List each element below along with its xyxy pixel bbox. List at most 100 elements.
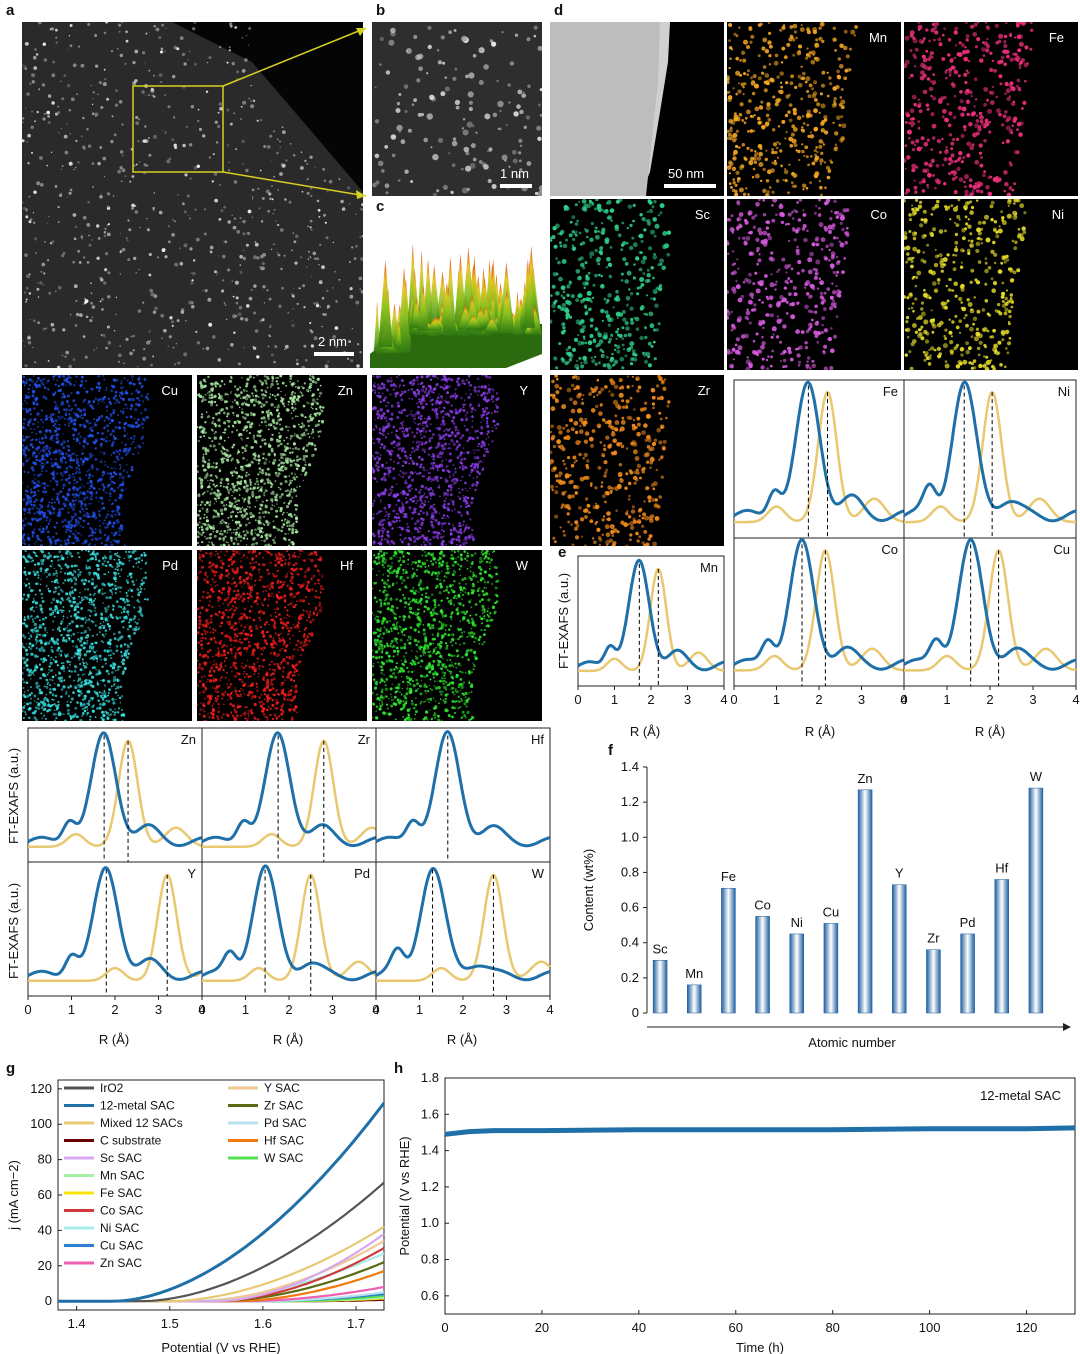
sac-curve	[201, 731, 377, 848]
x-axis-title: Potential (V vs RHE)	[161, 1340, 280, 1354]
bar-co	[755, 916, 770, 1014]
eds-map-sc: Sc	[550, 199, 724, 370]
exafs-panel-e: Mn 0 1 2 3 4 Fe Ni Co 0 1 2 3 4 Cu 0 1 2 3 4 FT-EXAFS (a.u.)…	[556, 379, 1080, 739]
bar-label: Y	[895, 866, 904, 881]
plot-frame	[444, 1077, 1076, 1315]
legend-label: Mixed 12 SACs	[100, 1116, 183, 1130]
reference-curve	[28, 873, 203, 983]
eds-dots	[550, 199, 672, 370]
scale-bar-label-d: 50 nm	[668, 166, 705, 181]
legend-label: Pd SAC	[264, 1116, 307, 1130]
eds-map-zn: Zn	[197, 375, 367, 546]
intensity-surface-c	[370, 243, 543, 368]
exafs-y: Y 0 1 2 3 4	[24, 861, 206, 1017]
x-tick-label: 1.5	[161, 1316, 179, 1331]
x-tick-label: 2	[815, 692, 822, 707]
zoom-image-b: 1 nm	[372, 22, 542, 196]
legend-label: 12-metal SAC	[100, 1099, 175, 1113]
eds-map-co: Co	[727, 199, 901, 370]
exafs-hf: Hf	[375, 727, 551, 863]
series-12-metal-sac	[58, 1102, 386, 1303]
legend-label: Hf SAC	[264, 1134, 304, 1148]
x-tick-label: 4	[372, 1002, 379, 1017]
eds-dots	[197, 375, 325, 546]
bar-ni	[789, 933, 804, 1014]
y-tick-label: 0.2	[621, 970, 639, 985]
element-label: Hf	[531, 732, 544, 747]
y-tick-label: 80	[38, 1152, 52, 1167]
reference-curve	[202, 873, 377, 983]
y-tick-label: 1.6	[421, 1106, 439, 1121]
x-tick-label: 1.6	[254, 1316, 272, 1331]
eds-map-fe: Fe	[904, 22, 1078, 196]
x-tick-label: 0	[24, 1002, 31, 1017]
x-tick-label: 2	[111, 1002, 118, 1017]
reference-curve	[28, 739, 203, 849]
reference-curve	[202, 739, 377, 849]
bar-cu	[823, 923, 839, 1014]
legend-label: Fe SAC	[100, 1186, 142, 1200]
eds-map-ni: Ni	[904, 199, 1078, 370]
x-tick-label: 3	[858, 692, 865, 707]
bar-label: Hf	[995, 860, 1008, 875]
panel-label-a: a	[6, 2, 15, 19]
scale-bar-label-b: 1 nm	[500, 166, 529, 181]
sac-curve	[201, 864, 377, 982]
sac-curve	[733, 537, 905, 671]
eds-map-label: Hf	[340, 558, 353, 573]
chart-annotation: 12-metal SAC	[980, 1088, 1061, 1103]
x-axis-title: Time (h)	[736, 1340, 784, 1354]
element-label: Y	[187, 866, 196, 881]
x-tick-label: 80	[825, 1320, 839, 1335]
legend-label: Co SAC	[100, 1204, 144, 1218]
exafs-zr: Zr	[201, 727, 377, 863]
haadf-image-d: 50 nm	[550, 22, 724, 196]
sac-curve	[375, 729, 551, 848]
legend-label: Zn SAC	[100, 1256, 142, 1270]
y-tick-label: 0.8	[421, 1252, 439, 1267]
bar-label: W	[1030, 769, 1043, 784]
x-tick-label: 100	[919, 1320, 941, 1335]
exafs-x-label: R (Å)	[447, 1032, 477, 1047]
x-tick-label: 0	[441, 1320, 448, 1335]
panel-label-c: c	[376, 198, 385, 215]
eds-map-label: Ni	[1051, 207, 1064, 222]
bar-label: Sc	[652, 941, 668, 956]
element-label: Zr	[358, 732, 371, 747]
legend-label: C substrate	[100, 1134, 162, 1148]
exafs-frame	[27, 727, 203, 863]
x-tick-label: 3	[155, 1002, 162, 1017]
y-tick-label: 0.6	[621, 900, 639, 915]
bar-y	[892, 884, 907, 1014]
bar-fe	[721, 887, 736, 1014]
eds-map-label: Cu	[161, 383, 178, 398]
sac-curve	[27, 731, 203, 848]
y-tick-label: 0	[632, 1005, 639, 1020]
exafs-cu: Cu 0 1 2 3 4	[900, 537, 1080, 707]
exafs-frame	[27, 861, 203, 997]
exafs-x-label: R (Å)	[99, 1032, 129, 1047]
bar-sc	[652, 960, 668, 1014]
x-tick-label: 40	[632, 1320, 646, 1335]
sac-curve	[577, 558, 725, 672]
exafs-w: W 0 1 2 3 4	[372, 861, 554, 1017]
exafs-panel-lower: Zn Zr Hf Y 0 1 2 3 4 Pd 0 1 2 3 4 W 0 1 2 3 4 FT-EXAFS (a.u.)…	[6, 727, 554, 1047]
lsv-chart-g: 1.4 1.5 1.6 1.7 0 20 40 60 80 100 120 IrO2 12-metal …	[6, 1079, 386, 1354]
bar-label: Zr	[927, 931, 940, 946]
legend-label: Ni SAC	[100, 1221, 140, 1235]
atom-dots	[372, 25, 542, 196]
x-tick-label: 4	[198, 1002, 205, 1017]
exafs-frame	[903, 537, 1077, 687]
x-tick-label: 4	[900, 692, 907, 707]
sac-curve	[903, 380, 1077, 523]
element-label: Cu	[1053, 542, 1070, 557]
eds-dots	[904, 199, 1027, 370]
scale-bar-b	[500, 184, 532, 188]
reference-curve	[734, 548, 905, 672]
eds-map-label: Zn	[337, 383, 353, 398]
x-tick-label: 2	[285, 1002, 292, 1017]
panel-label-g: g	[6, 1060, 16, 1077]
element-label: Mn	[700, 560, 718, 575]
bar-chart-f: 0 0.2 0.4 0.6 0.8 1.0 1.2 1.4 Sc Mn Fe Co Ni Cu Zn Y Zr P…	[581, 759, 1071, 1050]
eds-map-w: W	[372, 550, 542, 721]
